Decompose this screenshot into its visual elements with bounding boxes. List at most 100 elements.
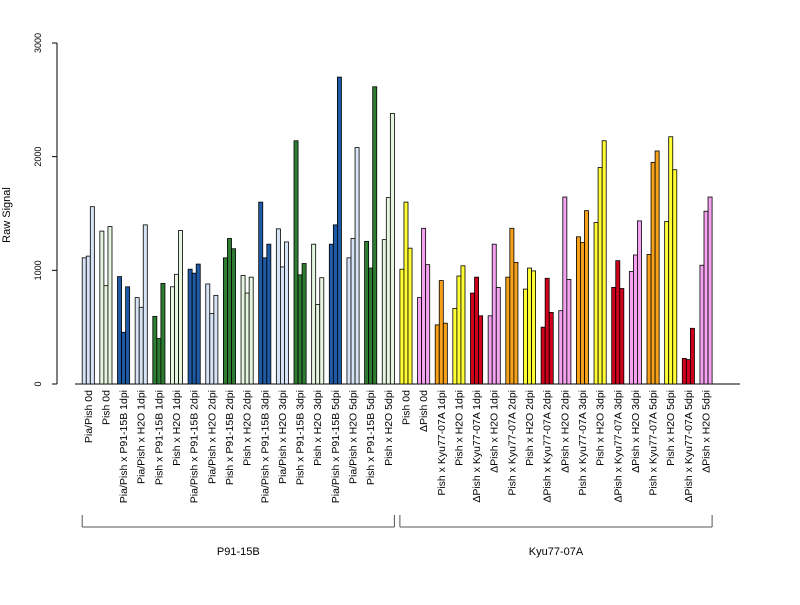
- bar: [703, 210, 709, 385]
- bar: [438, 280, 444, 385]
- bar: [527, 267, 532, 385]
- category-label: Pish x Kyu77-07A 1dpi: [436, 390, 448, 496]
- bar: [315, 304, 321, 385]
- bar: [209, 313, 215, 385]
- category-label: Pish x H2O 5dpi: [665, 390, 677, 466]
- bar: [332, 224, 338, 385]
- bar: [156, 338, 162, 385]
- y-axis-label: Raw Signal: [1, 187, 13, 243]
- category-label: Pish x Kyu77-07A 5dpi: [648, 390, 660, 496]
- category-label: Pish x H2O 2dpi: [242, 390, 254, 466]
- category-label: Pia/Pish x H2O 3dpi: [277, 390, 289, 484]
- y-tick-label: 3000: [33, 33, 43, 53]
- bar: [452, 308, 458, 385]
- category-label: Pish x H2O 2dpi: [524, 390, 536, 466]
- bar: [509, 227, 515, 385]
- bar: [580, 242, 585, 385]
- bar: [275, 228, 281, 385]
- bar: [134, 297, 140, 385]
- bar: [266, 243, 272, 385]
- bar: [434, 324, 440, 385]
- category-label: ΔPish x Kyu77-07A 2dpi: [542, 390, 554, 503]
- bar: [487, 315, 493, 385]
- bar: [650, 161, 656, 385]
- category-label: ΔPish x H2O 3dpi: [630, 390, 642, 473]
- bar: [442, 322, 448, 385]
- bar: [328, 243, 334, 385]
- bar: [372, 86, 378, 385]
- bar: [227, 238, 232, 385]
- bar: [368, 267, 374, 385]
- bar: [707, 196, 713, 385]
- bar: [523, 288, 528, 385]
- bar: [681, 358, 687, 385]
- bar: [421, 227, 427, 385]
- category-label: Pish x P91-15B 2dpi: [224, 390, 236, 485]
- category-label: Pish x Kyu77-07A 3dpi: [577, 390, 589, 496]
- bar: [319, 277, 325, 385]
- bar: [81, 257, 87, 385]
- bar: [685, 359, 691, 385]
- bar: [628, 271, 634, 385]
- bar: [460, 265, 466, 385]
- bar: [125, 286, 131, 385]
- bar: [117, 276, 122, 385]
- bar: [389, 113, 395, 385]
- bar: [576, 236, 581, 385]
- category-label: Pish x P91-15B 3dpi: [295, 390, 307, 485]
- bar: [381, 239, 387, 385]
- bar: [311, 243, 317, 385]
- bar: [470, 292, 475, 385]
- bar: [478, 315, 484, 385]
- bar: [138, 306, 144, 385]
- bar: [222, 257, 228, 385]
- bar: [350, 238, 356, 385]
- category-label: ΔPish x Kyu77-07A 3dpi: [612, 390, 624, 503]
- category-label: Pia/Pish x H2O 1dpi: [136, 390, 148, 484]
- bar: [191, 272, 197, 385]
- bar: [160, 283, 166, 385]
- category-labels: Pia/Pish 0d Pish 0d Pia/Pish x P91-15B 1dp…: [83, 390, 713, 503]
- bar: [597, 167, 603, 385]
- category-label: Pish x H2O 5dpi: [383, 390, 395, 466]
- category-label: ΔPish x H2O 5dpi: [701, 390, 713, 473]
- bar: [633, 254, 638, 385]
- bar: [601, 140, 607, 385]
- category-label: Pish x P91-15B 5dpi: [365, 390, 377, 485]
- bar: [187, 268, 193, 385]
- bar: [699, 264, 705, 385]
- category-label: Pish x H2O 3dpi: [312, 390, 324, 466]
- bar: [248, 276, 254, 385]
- bar: [531, 270, 536, 385]
- bar: [562, 196, 568, 385]
- category-label: ΔPish x H2O 2dpi: [559, 390, 571, 473]
- bar: [664, 221, 670, 385]
- bar: [668, 136, 674, 385]
- bar: [385, 197, 391, 385]
- category-label: Pia/Pish x P91-15B 5dpi: [330, 390, 342, 503]
- category-label: Pia/Pish x P91-15B 2dpi: [189, 390, 201, 503]
- category-label: Pia/Pish x P91-15B 3dpi: [259, 390, 271, 503]
- bar: [619, 288, 625, 385]
- bar: [107, 226, 113, 385]
- bar: [99, 230, 105, 385]
- category-label: Pish x H2O 3dpi: [595, 390, 607, 466]
- category-label: Pish x H2O 1dpi: [453, 390, 465, 466]
- y-tick-label: 2000: [33, 147, 43, 167]
- bar: [346, 257, 352, 385]
- category-label: Pish x H2O 1dpi: [171, 390, 183, 466]
- bar: [231, 248, 236, 385]
- category-label: Pish 0d: [400, 390, 412, 425]
- y-tick-label: 0: [33, 381, 43, 386]
- category-label: Pia/Pish 0d: [83, 390, 95, 443]
- bar: [637, 220, 642, 385]
- bar: [213, 294, 219, 385]
- bar: [558, 310, 564, 385]
- bar: [279, 266, 285, 385]
- group-label: P91-15B: [217, 546, 260, 558]
- bar: [495, 286, 501, 385]
- category-label: Pish x P91-15B 1dpi: [153, 390, 165, 485]
- bar: [170, 286, 175, 385]
